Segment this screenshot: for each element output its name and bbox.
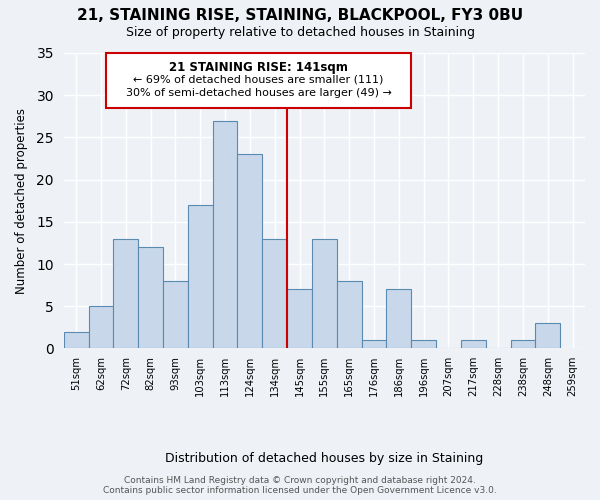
Text: 21, STAINING RISE, STAINING, BLACKPOOL, FY3 0BU: 21, STAINING RISE, STAINING, BLACKPOOL, …	[77, 8, 523, 22]
Bar	[64, 332, 89, 348]
Bar	[113, 238, 138, 348]
Bar	[262, 238, 287, 348]
Text: 21 STAINING RISE: 141sqm: 21 STAINING RISE: 141sqm	[169, 60, 348, 74]
Bar	[287, 290, 312, 348]
Bar	[362, 340, 386, 348]
Text: Contains HM Land Registry data © Crown copyright and database right 2024.
Contai: Contains HM Land Registry data © Crown c…	[103, 476, 497, 495]
Bar	[535, 323, 560, 348]
Y-axis label: Number of detached properties: Number of detached properties	[15, 108, 28, 294]
Bar	[511, 340, 535, 348]
Bar	[337, 281, 362, 348]
Bar	[138, 247, 163, 348]
Bar	[238, 154, 262, 348]
Bar	[411, 340, 436, 348]
Bar	[163, 281, 188, 348]
Bar	[188, 205, 212, 348]
Bar	[312, 238, 337, 348]
Text: ← 69% of detached houses are smaller (111): ← 69% of detached houses are smaller (11…	[133, 75, 384, 85]
Text: Size of property relative to detached houses in Staining: Size of property relative to detached ho…	[125, 26, 475, 39]
Bar	[89, 306, 113, 348]
Bar	[212, 120, 238, 348]
FancyBboxPatch shape	[106, 53, 411, 108]
Bar	[461, 340, 486, 348]
Text: 30% of semi-detached houses are larger (49) →: 30% of semi-detached houses are larger (…	[125, 88, 391, 99]
X-axis label: Distribution of detached houses by size in Staining: Distribution of detached houses by size …	[165, 452, 484, 465]
Bar	[386, 290, 411, 348]
